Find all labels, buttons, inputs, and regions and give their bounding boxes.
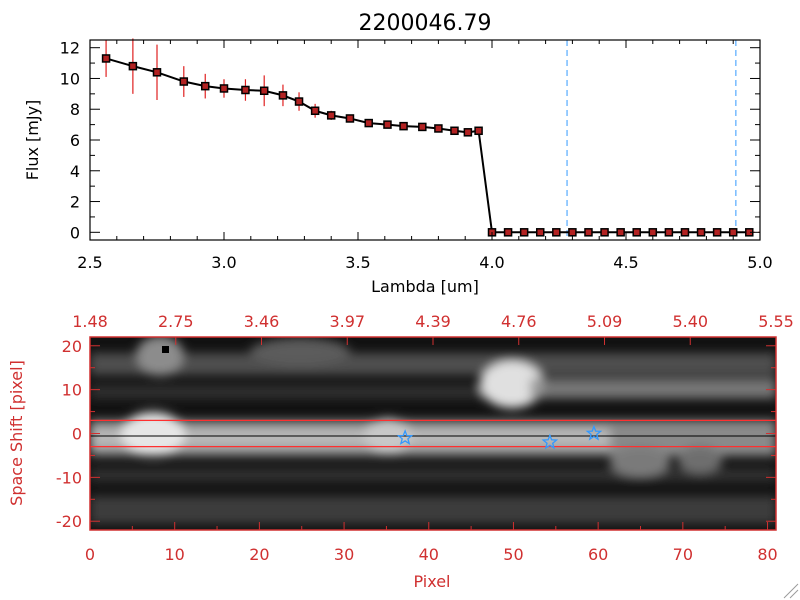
chart-title: 2200046.79 (359, 11, 492, 36)
x-tick-label: 30 (334, 545, 354, 564)
star-marker-icon (396, 429, 414, 445)
y-tick-label: 10 (62, 381, 82, 400)
y-tick-label: 4 (70, 162, 80, 181)
star-marker-icon (585, 424, 603, 441)
x-tick-label: 5.0 (747, 253, 772, 272)
data-point (648, 228, 658, 237)
top-x-axis-ticks: 1.48 2.75 3.46 3.97 4.39 4.76 5.09 5.40 5.55 (72, 312, 794, 345)
data-point (128, 61, 138, 71)
data-point (632, 228, 641, 237)
data-point (383, 120, 392, 129)
data-point (326, 111, 336, 120)
data-point (568, 228, 577, 237)
data-point (259, 86, 269, 96)
data-point (200, 81, 210, 91)
data-point (664, 228, 674, 237)
x-tick-label: 3.0 (211, 253, 236, 272)
heatmap-image (90, 337, 776, 530)
x-axis-ticks: 2.5 3.0 3.5 4.0 4.5 5.0 (77, 40, 773, 272)
x-axis-label: Lambda [um] (371, 277, 479, 296)
data-point (696, 228, 706, 237)
data-point (600, 228, 609, 237)
data-point (616, 228, 625, 237)
data-point (179, 77, 189, 86)
y-tick-label: 0 (70, 223, 80, 242)
plot-frame-top (89, 39, 761, 241)
y-tick-label: 20 (62, 337, 82, 356)
top-tick-label: 3.46 (244, 312, 280, 331)
x-tick-label: 3.5 (345, 253, 370, 272)
data-point (712, 228, 722, 237)
y-tick-label: -10 (56, 468, 82, 487)
data-point (584, 228, 593, 237)
x-tick-label: 0 (85, 545, 95, 564)
marker-group (101, 54, 754, 237)
spatial-panel: 0 10 20 30 40 50 60 70 80 1.48 2.75 3.46 3.97 4.39 4.… (7, 312, 794, 591)
bottom-y-axis-label: Space Shift [pixel] (7, 360, 26, 506)
data-point (101, 54, 111, 63)
y-axis-label: Flux [mJy] (23, 100, 42, 181)
data-point (535, 228, 545, 237)
x-tick-label: 60 (588, 545, 608, 564)
y-tick-label: 10 (60, 69, 80, 88)
data-point (364, 118, 373, 128)
y-tick-label: 2 (70, 193, 80, 212)
y-tick-label: 0 (72, 425, 82, 444)
x-tick-label: 4.0 (479, 253, 504, 272)
top-tick-label: 1.48 (72, 312, 108, 331)
data-point (552, 228, 561, 237)
data-point (474, 126, 483, 136)
errorbar-group (105, 38, 480, 134)
data-point (450, 126, 459, 136)
top-tick-label: 4.76 (501, 312, 537, 331)
vline-group (492, 40, 760, 240)
x-tick-label: 40 (419, 545, 439, 564)
data-point (310, 106, 320, 116)
data-point (152, 68, 162, 77)
data-point (463, 128, 473, 137)
bottom-x-axis-ticks: 0 10 20 30 40 50 60 70 80 (85, 522, 778, 564)
data-point (680, 228, 690, 237)
spectrum-panel: 2200046.79 2.5 3.0 3.5 4.0 4.5 5.0 024681012 … (23, 11, 773, 296)
top-tick-label: 2.75 (158, 312, 194, 331)
top-tick-label: 5.40 (672, 312, 708, 331)
data-point (294, 97, 304, 106)
y-tick-label: 6 (70, 131, 80, 150)
x-tick-label: 70 (673, 545, 693, 564)
top-tick-label: 5.09 (587, 312, 623, 331)
y-tick-label: 12 (60, 39, 80, 58)
y-axis-ticks: 0 2 4 6 8 10 12 (60, 39, 760, 242)
x-tick-label: 4.5 (613, 253, 638, 272)
data-point (278, 91, 288, 100)
data-point (241, 85, 250, 95)
resize-grip-icon[interactable] (783, 583, 799, 599)
data-point (519, 228, 529, 237)
star-markers (396, 424, 603, 450)
y-tick-label: 8 (70, 100, 80, 119)
x-tick-label: 20 (249, 545, 269, 564)
y-tick-label: -20 (56, 512, 82, 531)
data-point (434, 124, 443, 133)
top-tick-label: 5.55 (758, 312, 794, 331)
extraction-band-lines (90, 419, 776, 448)
top-tick-label: 4.39 (415, 312, 451, 331)
data-point (345, 114, 355, 123)
top-tick-label: 3.97 (329, 312, 365, 331)
x-tick-label: 80 (757, 545, 777, 564)
data-point (219, 84, 229, 93)
x-tick-label: 2.5 (77, 253, 102, 272)
bottom-y-axis-ticks: -20 -10 0 10 20 (56, 337, 776, 531)
data-point (503, 228, 513, 237)
bottom-x-axis-label: Pixel (413, 572, 450, 591)
x-tick-label: 50 (503, 545, 523, 564)
data-point (728, 228, 738, 237)
data-point (418, 122, 427, 132)
x-tick-label: 10 (165, 545, 185, 564)
data-point (399, 121, 408, 131)
star-marker-icon (541, 433, 559, 450)
